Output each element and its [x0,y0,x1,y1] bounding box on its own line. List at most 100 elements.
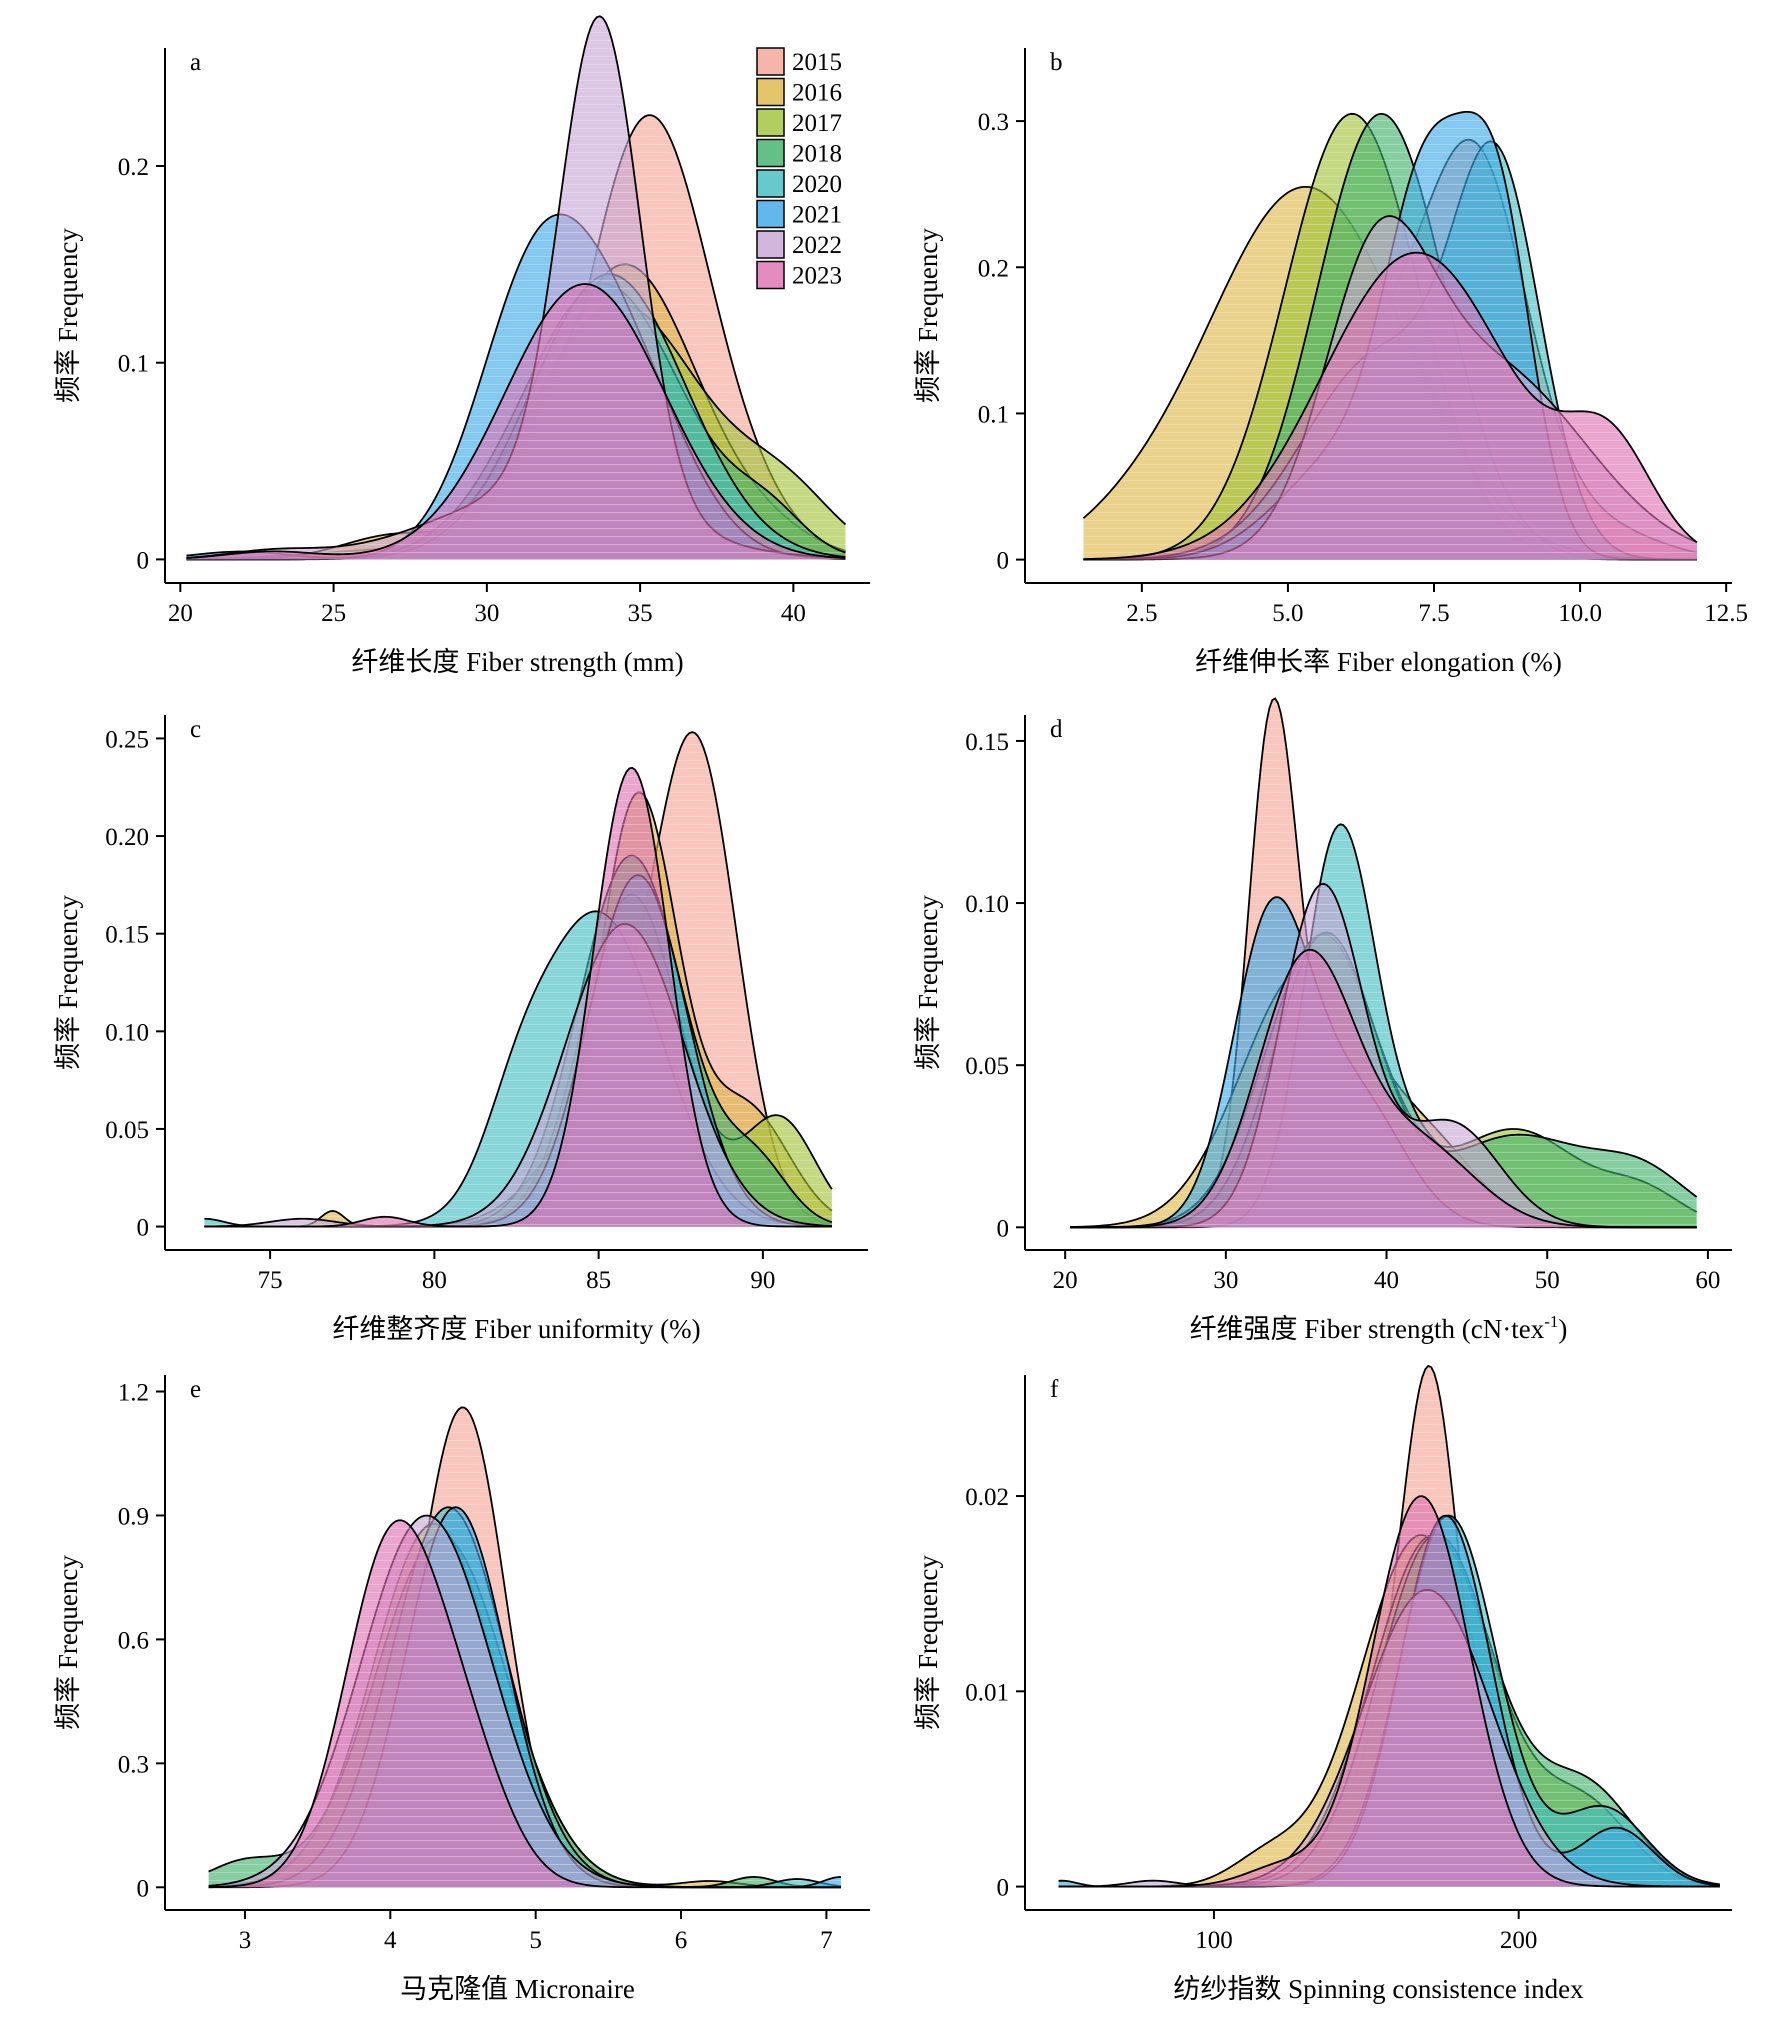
panel-d: 20 30 40 50 60 0 0.05 0.10 0.15 d 纤维强度 Fiber stren… [913,697,1732,1344]
x-tick-label-c: 90 [750,1267,775,1294]
density-hatch-d-2020 [1069,824,1697,1228]
x-tick-label-a: 35 [628,600,653,627]
x-tick-label-e: 3 [239,1927,252,1954]
x-tick-label-a: 20 [168,600,193,627]
legend-swatch [756,169,785,198]
y-tick-label-f: 0 [997,1875,1010,1902]
density-outline-e-2023 [208,1519,841,1889]
density-hatch-a-2023 [186,284,846,560]
y-tick-label-e: 0.3 [118,1751,149,1778]
panel-c: 75 80 85 90 0 0.05 0.10 0.15 0.20 0.25 c 纤维整齐度 Fibe… [53,715,868,1344]
y-tick-label-d: 0.10 [965,891,1009,918]
y-tick-label-c: 0.05 [105,1117,149,1144]
legend-swatch [756,260,785,290]
x-tick-label-f: 100 [1195,1927,1233,1954]
y-tick-label-e: 0.6 [118,1627,149,1654]
y-tick-label-f: 0.01 [965,1679,1009,1706]
density-outline-c-2023 [204,766,832,1228]
panel-letter-d: d [1050,716,1063,743]
panel-b: 2.5 5.0 7.5 10.0 12.5 0 0.1 0.2 0.3 b 纤维伸长率 Fiber … [913,48,1748,677]
y-tick-label-c: 0.20 [105,824,149,851]
density-outline-a-2023 [186,283,846,559]
legend-swatch [756,77,785,107]
x-tick-label-d: 20 [1053,1267,1078,1294]
panel-letter-f: f [1050,1376,1059,1403]
x-axis-title-e: 马克隆值 Micronaire [400,1974,635,2004]
y-tick-label-b: 0.1 [978,401,1009,428]
x-tick-label-b: 12.5 [1704,600,1748,627]
x-tick-label-b: 10.0 [1558,600,1602,627]
y-tick-label-d: 0.15 [965,729,1009,756]
x-tick-label-a: 25 [321,600,346,627]
x-axis-title-c: 纤维整齐度 Fiber uniformity (%) [332,1314,700,1344]
x-tick-label-b: 5.0 [1272,600,1303,627]
x-axis-title-a: 纤维长度 Fiber strength (mm) [351,647,683,677]
y-tick-label-a: 0 [137,547,150,574]
x-tick-label-a: 40 [781,600,806,627]
x-tick-label-e: 6 [675,1927,688,1954]
density-outline-d-2023 [1069,948,1697,1229]
density-outline-c-2022 [204,923,832,1228]
x-axis-title-b: 纤维伸长率 Fiber elongation (%) [1195,647,1562,677]
x-tick-label-d: 50 [1535,1267,1560,1294]
y-tick-label-c: 0.10 [105,1019,149,1046]
legend-swatch [756,230,785,259]
y-tick-label-e: 0.9 [118,1503,149,1530]
y-axis-title-e: 频率 Frequency [53,1555,83,1730]
x-tick-label-d: 40 [1374,1267,1399,1294]
legend-label: 2021 [792,202,842,229]
panel-letter-e: e [190,1376,201,1403]
legend-label: 2018 [792,141,842,168]
y-axis-title-d: 频率 Frequency [913,895,943,1070]
x-tick-label-f: 200 [1500,1927,1538,1954]
density-outline-b-2023 [1083,251,1698,560]
legend: 2015 2016 2017 2018 2020 2021 2022 2023 [756,47,842,290]
y-tick-label-d: 0.05 [965,1053,1009,1080]
x-tick-label-b: 7.5 [1418,600,1449,627]
density-hatch-c-2023 [204,767,832,1227]
x-tick-label-e: 7 [820,1927,833,1954]
panel-e: 3 4 5 6 7 0 0.3 0.6 0.9 1.2 e 马克隆值 Micronaire 频率 Fre… [53,1375,870,2004]
x-tick-label-e: 5 [529,1927,542,1954]
y-tick-label-e: 0 [137,1875,150,1902]
y-tick-label-d: 0 [997,1215,1010,1242]
panel-letter-b: b [1050,49,1063,76]
density-hatch-d-2021 [1069,897,1697,1228]
panel-f: 100 200 0 0.01 0.02 f 纺纱指数 Spinning consistenc… [913,1364,1732,2004]
y-tick-label-a: 0.2 [118,154,149,181]
legend-swatch [756,47,785,76]
legend-swatch [756,108,785,137]
x-tick-label-e: 4 [384,1927,397,1954]
y-tick-label-c: 0.15 [105,922,149,949]
x-tick-label-c: 85 [586,1267,611,1294]
legend-swatch [756,138,785,168]
x-tick-label-d: 30 [1213,1267,1238,1294]
y-axis-title-a: 频率 Frequency [53,228,83,403]
y-tick-label-a: 0.1 [118,351,149,378]
legend-label: 2017 [792,110,842,137]
y-tick-label-f: 0.02 [965,1484,1009,1511]
legend-label: 2020 [792,171,842,198]
panel-letter-c: c [190,716,201,743]
legend-label: 2023 [792,263,842,290]
panel-a: 20 25 30 35 40 0 0.1 0.2 a 纤维长度 Fiber strength (m… [53,15,870,677]
y-tick-label-e: 1.2 [118,1380,149,1407]
density-outline-f-2023 [1058,1495,1720,1888]
density-hatch-e-2023 [208,1520,841,1888]
y-tick-label-b: 0.3 [978,109,1009,136]
y-axis-title-c: 频率 Frequency [53,895,83,1070]
x-axis-title-f: 纺纱指数 Spinning consistence index [1173,1974,1584,2004]
legend-label: 2022 [792,232,842,259]
x-tick-label-b: 2.5 [1126,600,1157,627]
density-hatch-f-2023 [1058,1496,1720,1887]
y-tick-label-b: 0.2 [978,255,1009,282]
legend-label: 2016 [792,80,842,107]
y-tick-label-c: 0.25 [105,726,149,753]
y-axis-title-f: 频率 Frequency [913,1555,943,1730]
legend-swatch [756,199,785,229]
y-tick-label-c: 0 [137,1215,150,1242]
x-tick-label-c: 75 [258,1267,283,1294]
panel-letter-a: a [190,49,201,76]
x-axis-title-d: 纤维强度 Fiber strength (cN·tex-1) [1190,1312,1568,1344]
